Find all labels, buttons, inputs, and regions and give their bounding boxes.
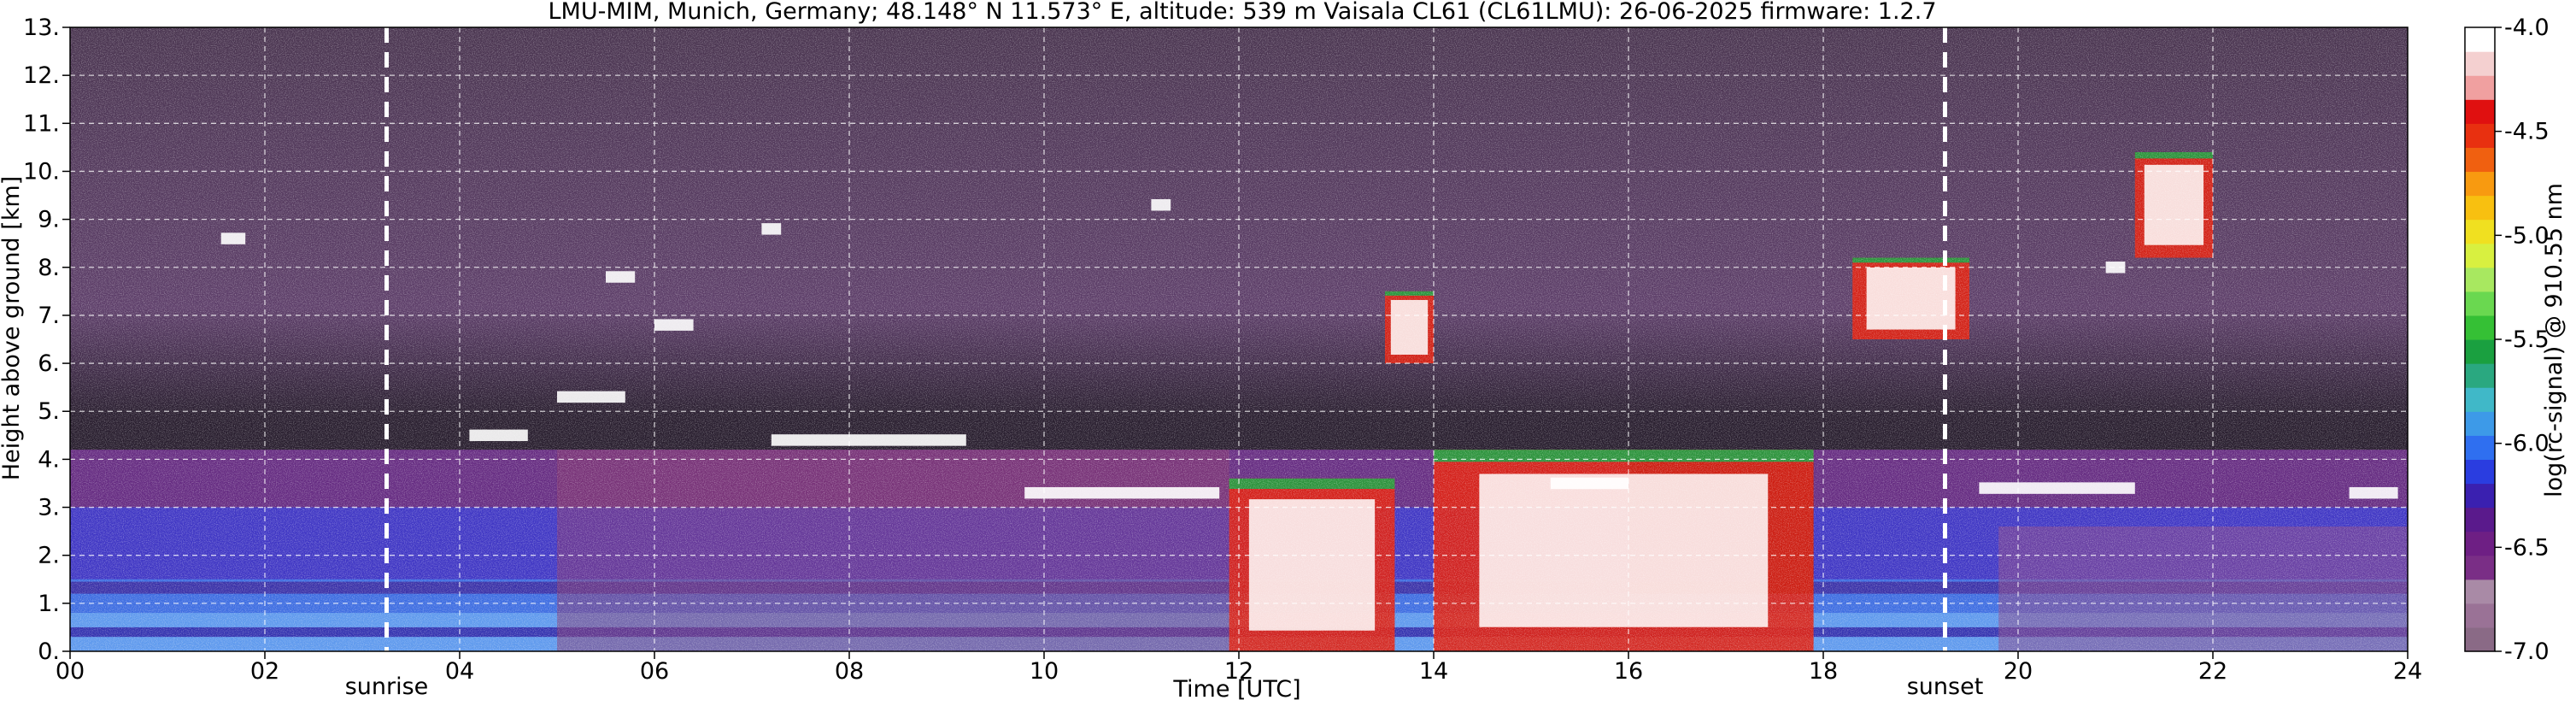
gridlines bbox=[70, 27, 2408, 651]
colorbar-tick-label: -4.0 bbox=[2504, 15, 2550, 41]
colorbar-segment bbox=[2465, 531, 2495, 556]
x-tick-label: 16 bbox=[1614, 658, 1643, 685]
colorbar-segment bbox=[2465, 243, 2495, 268]
y-tick-label: 12. bbox=[23, 62, 60, 89]
colorbar-tick-label: -6.5 bbox=[2504, 534, 2550, 561]
y-tick-label: 3. bbox=[38, 495, 60, 521]
colorbar-segment bbox=[2465, 267, 2495, 292]
x-tick-label: 24 bbox=[2393, 658, 2422, 685]
colorbar-segment bbox=[2465, 387, 2495, 412]
colorbar-segment bbox=[2465, 219, 2495, 244]
y-tick-label: 4. bbox=[38, 446, 60, 473]
y-tick-label: 13. bbox=[23, 15, 60, 41]
colorbar-segment bbox=[2465, 435, 2495, 460]
colorbar-segment bbox=[2465, 315, 2495, 340]
colorbar-segment bbox=[2465, 411, 2495, 436]
x-tick-label: 02 bbox=[250, 658, 279, 685]
colorbar-segment bbox=[2465, 483, 2495, 509]
y-tick-label: 9. bbox=[38, 207, 60, 233]
colorbar-tick-label: -4.5 bbox=[2504, 119, 2550, 145]
colorbar-segment bbox=[2465, 507, 2495, 532]
sun-markers: sunrise sunset bbox=[345, 27, 1984, 700]
x-tick-label: 12 bbox=[1224, 658, 1253, 685]
x-tick-label: 08 bbox=[835, 658, 864, 685]
chart-title: LMU-MIM, Munich, Germany; 48.148° N 11.5… bbox=[548, 0, 1936, 25]
y-axis: 0. 1. 2. 3. 4. 5. 6. 7. 8. 9. 10. 11. 12. 13. bbox=[23, 15, 70, 665]
sunset-label: sunset bbox=[1907, 674, 1984, 700]
colorbar-tick-label: -6.0 bbox=[2504, 431, 2550, 457]
colorbar-tick-label: -7.0 bbox=[2504, 638, 2550, 665]
colorbar-segment bbox=[2465, 627, 2495, 652]
y-tick-label: 7. bbox=[38, 303, 60, 329]
y-tick-label: 6. bbox=[38, 350, 60, 377]
colorbar-segment bbox=[2465, 27, 2495, 52]
colorbar-segment bbox=[2465, 51, 2495, 76]
y-tick-label: 2. bbox=[38, 543, 60, 569]
x-tick-label: 22 bbox=[2198, 658, 2227, 685]
colorbar-segment bbox=[2465, 195, 2495, 221]
colorbar-segment bbox=[2465, 99, 2495, 124]
x-tick-label: 04 bbox=[445, 658, 474, 685]
colorbar-segment bbox=[2465, 603, 2495, 628]
colorbar-segment bbox=[2465, 363, 2495, 388]
colorbar-segment bbox=[2465, 147, 2495, 173]
x-tick-label: 20 bbox=[2004, 658, 2033, 685]
y-tick-label: 5. bbox=[38, 398, 60, 425]
y-tick-label: 11. bbox=[23, 110, 60, 137]
colorbar-segment bbox=[2465, 123, 2495, 148]
x-axis: 00 02 04 06 08 10 12 14 16 18 20 22 24 bbox=[56, 651, 2422, 685]
y-axis-label: Height above ground [km] bbox=[0, 176, 25, 480]
y-tick-label: 10. bbox=[23, 158, 60, 185]
colorbar-segment bbox=[2465, 339, 2495, 364]
colorbar-segment bbox=[2465, 459, 2495, 485]
plot-area: sunrise sunset bbox=[69, 26, 2409, 700]
x-tick-label: 06 bbox=[640, 658, 669, 685]
colorbar-label: log(rc-signal) @ 910.55 nm bbox=[2541, 183, 2567, 497]
y-tick-label: 1. bbox=[38, 591, 60, 617]
y-tick-label: 8. bbox=[38, 255, 60, 281]
colorbar-segment bbox=[2465, 75, 2495, 100]
y-tick-label: 0. bbox=[38, 638, 60, 665]
x-tick-label: 14 bbox=[1419, 658, 1448, 685]
colorbar-tick-label: -5.5 bbox=[2504, 327, 2550, 353]
colorbar-segment bbox=[2465, 555, 2495, 580]
x-axis-label: Time [UTC] bbox=[1172, 676, 1300, 703]
colorbar: -7.0 -6.5 -6.0 -5.5 -5.0 -4.5 -4.0 bbox=[2464, 15, 2550, 665]
colorbar-segment bbox=[2465, 579, 2495, 604]
colorbar-tick-label: -5.0 bbox=[2504, 222, 2550, 249]
x-tick-label: 00 bbox=[56, 658, 85, 685]
sunrise-label: sunrise bbox=[345, 674, 429, 700]
x-tick-label: 10 bbox=[1030, 658, 1059, 685]
colorbar-segment bbox=[2465, 291, 2495, 316]
colorbar-segment bbox=[2465, 171, 2495, 197]
x-tick-label: 18 bbox=[1809, 658, 1838, 685]
